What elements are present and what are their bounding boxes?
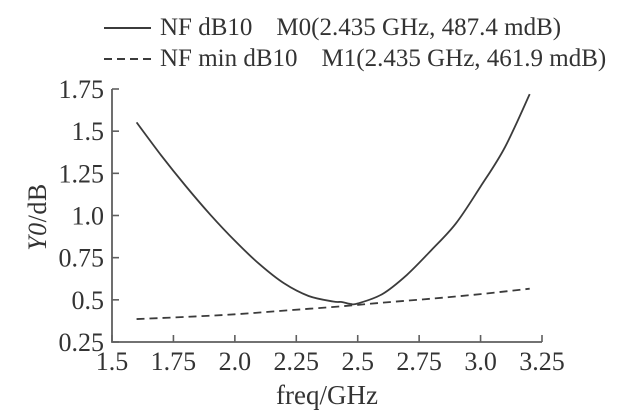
- nf-min-curve: [136, 287, 530, 320]
- y-tick-label: 1.75: [59, 75, 105, 104]
- x-tick-label: 2.75: [396, 347, 442, 376]
- legend-marker-m0: M0(2.435 GHz, 487.4 mdB): [276, 13, 562, 41]
- chart-legend: NF dB10 M0(2.435 GHz, 487.4 mdB) NF min …: [104, 12, 606, 74]
- x-tick-label: 2.25: [274, 347, 320, 376]
- x-tick-label: 3.25: [519, 347, 565, 376]
- legend-label-nf-min: NF min dB10: [160, 44, 298, 72]
- legend-item-nf-min-db10: NF min dB10 M1(2.435 GHz, 461.9 mdB): [104, 43, 606, 74]
- dashed-line-sample-icon: [104, 57, 151, 60]
- solid-line-sample-icon: [104, 26, 151, 29]
- y-tick-label: 1.25: [59, 159, 105, 188]
- legend-label-nf: NF dB10: [160, 13, 253, 41]
- nf-curve: [135, 93, 531, 306]
- x-tick-label: 3.0: [464, 347, 497, 376]
- y-tick-label: 0.75: [59, 244, 105, 273]
- x-axis-title: freq/GHz: [276, 380, 378, 410]
- x-tick-label: 2.0: [219, 347, 252, 376]
- x-tick-label: 1.5: [96, 347, 129, 376]
- y-tick-label: 1.5: [72, 117, 105, 146]
- legend-marker-m1: M1(2.435 GHz, 461.9 mdB): [321, 44, 607, 72]
- legend-item-nf-db10: NF dB10 M0(2.435 GHz, 487.4 mdB): [104, 12, 606, 43]
- x-tick-label: 1.75: [151, 347, 197, 376]
- y-tick-label: 0.25: [59, 328, 105, 357]
- x-tick-label: 2.5: [341, 347, 374, 376]
- y-tick-label: 1.0: [72, 202, 105, 231]
- axes-frame: [111, 89, 542, 343]
- y-tick-label: 0.5: [72, 286, 105, 315]
